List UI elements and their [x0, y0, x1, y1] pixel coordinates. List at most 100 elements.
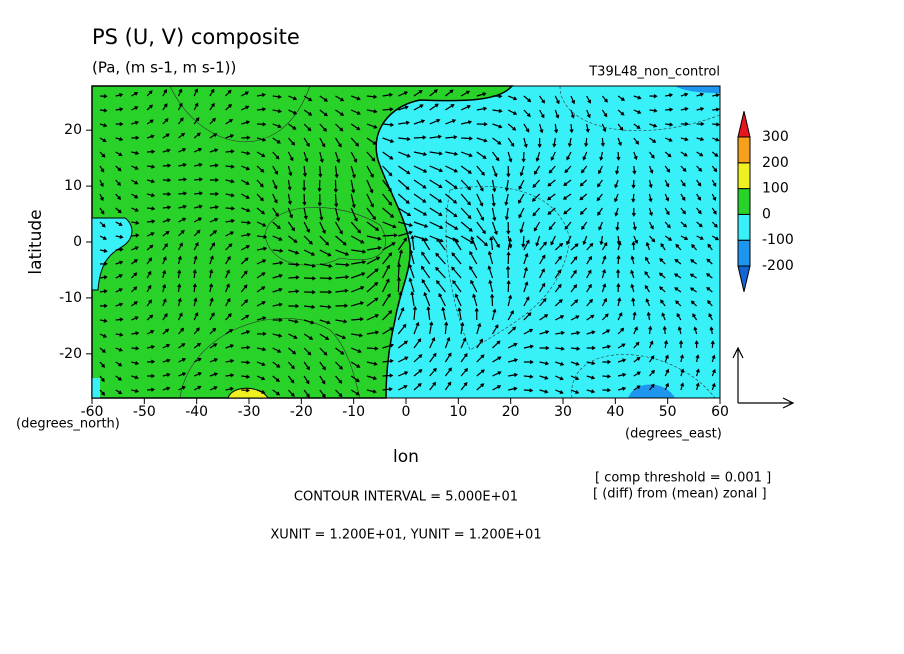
vector-arrow [146, 344, 156, 349]
vector-arrow [225, 103, 233, 111]
x-tick-label: 30 [554, 404, 572, 420]
vector-arrow [489, 236, 494, 251]
vector-arrow [397, 249, 403, 265]
vector-arrow [115, 221, 123, 226]
vector-arrow [131, 135, 140, 140]
vector-arrow [435, 266, 446, 279]
vector-arrow [193, 88, 199, 97]
vector-arrow [130, 286, 138, 293]
vector-arrow [690, 300, 698, 307]
vector-arrow [539, 345, 550, 351]
vector-arrow [586, 109, 591, 119]
vector-arrow [664, 339, 669, 349]
vector-arrow [492, 371, 502, 377]
vector-arrow [382, 165, 393, 177]
vector-arrow [460, 120, 473, 125]
vector-arrow [99, 235, 108, 240]
vector-arrow [470, 279, 478, 293]
vector-arrow [225, 269, 230, 279]
vector-arrow [410, 234, 415, 251]
field [91, 85, 721, 399]
vector-arrow [664, 193, 670, 202]
vector-arrow [644, 271, 650, 279]
vector-arrow [193, 229, 201, 237]
vector-arrow [555, 389, 564, 395]
vector-arrow [582, 235, 588, 246]
vector-arrow [579, 193, 588, 201]
vector-arrow [429, 367, 437, 377]
vector-arrow [664, 179, 670, 188]
vector-arrow [272, 165, 278, 175]
vector-arrow [413, 89, 423, 97]
vector-arrow [240, 270, 248, 279]
vector-arrow [147, 387, 156, 392]
vector-arrow [476, 106, 488, 111]
vector-arrow [272, 333, 283, 338]
vector-arrow [193, 242, 199, 251]
vector-arrow [99, 179, 104, 188]
vector-arrow [287, 137, 296, 146]
vector-arrow [241, 220, 252, 225]
vector-arrow [617, 297, 622, 307]
vector-arrow [616, 283, 621, 293]
vector-arrow [162, 118, 169, 125]
vector-arrow [554, 109, 560, 119]
vector-arrow [601, 313, 609, 321]
vector-arrow [708, 312, 713, 321]
vector-arrow [476, 369, 485, 377]
vector-arrow [288, 347, 297, 355]
vector-arrow [131, 389, 140, 394]
vector-arrow [601, 255, 607, 265]
vector-arrow [334, 137, 342, 148]
vector-arrow [350, 151, 358, 163]
vector-arrow [162, 328, 170, 335]
vector-arrow [677, 326, 682, 335]
vector-arrow [601, 95, 608, 103]
vector-arrow [507, 237, 512, 251]
vector-arrow [335, 288, 349, 293]
vector-arrow [209, 343, 218, 349]
vector-arrow [350, 235, 365, 244]
vector-arrow [547, 179, 556, 187]
vector-arrow [409, 249, 415, 265]
vector-arrow [709, 326, 714, 335]
vector-arrow [711, 207, 717, 215]
vector-arrow [413, 165, 428, 173]
vector-arrow [225, 243, 233, 251]
vector-arrow [691, 244, 698, 251]
vector-arrow [492, 137, 502, 145]
vector-arrow [317, 193, 322, 207]
vector-arrow [209, 255, 214, 265]
vector-arrow [711, 368, 716, 377]
vector-arrow [131, 375, 139, 380]
vector-arrow [436, 280, 446, 293]
vector-arrow [570, 269, 577, 279]
vector-arrow [241, 388, 251, 393]
vector-arrow [162, 133, 170, 139]
vector-arrow [115, 247, 124, 252]
vector-arrow [523, 239, 530, 251]
vector-arrow [130, 272, 138, 279]
vector-arrow [632, 311, 637, 321]
vector-arrow [645, 298, 651, 307]
vector-arrow [535, 235, 541, 247]
vector-arrow [131, 150, 140, 156]
x-tick-label: -50 [133, 404, 156, 420]
vector-arrow [319, 375, 326, 385]
vector-arrow [162, 148, 171, 153]
vector-arrow [413, 338, 422, 349]
colorbar-label: -200 [762, 258, 794, 274]
vector-arrow [507, 109, 518, 115]
vector-arrow [99, 137, 107, 142]
vector-arrow [617, 372, 627, 377]
vector-arrow [366, 330, 380, 335]
vector-arrow [303, 361, 310, 371]
vector-arrow [695, 368, 700, 377]
vector-arrow [535, 151, 541, 162]
vector-arrow [614, 179, 619, 189]
vector-arrow [225, 297, 231, 307]
vector-arrow [460, 221, 473, 232]
vector-arrow [597, 179, 603, 188]
vector-arrow [632, 165, 637, 175]
